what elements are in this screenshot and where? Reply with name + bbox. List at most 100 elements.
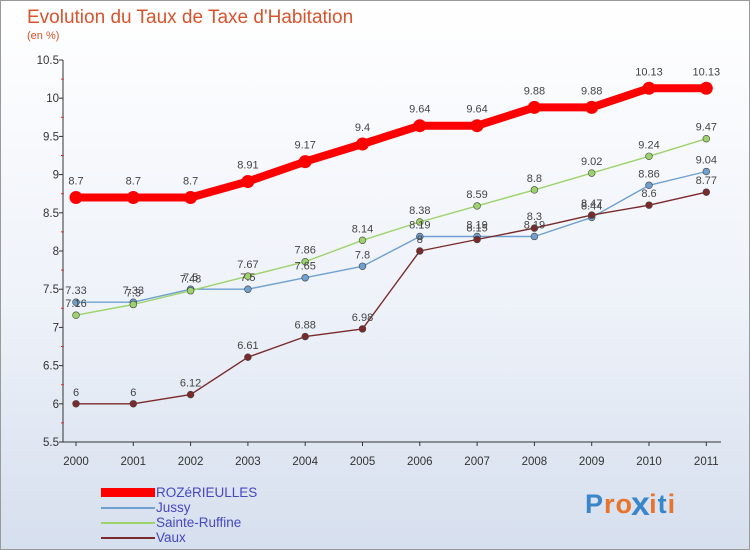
legend-label: Jussy [156,500,191,515]
data-point [241,174,255,188]
legend: ROZéRIEULLES Jussy Sainte-Ruffine Vaux [101,485,301,545]
data-label: 9.64 [409,104,430,116]
data-label: 8.38 [409,205,430,217]
legend-swatch [101,536,155,539]
data-point [301,332,309,341]
y-tick-label: 7 [53,322,59,334]
data-label: 7.33 [65,285,86,297]
data-label: 7.86 [294,245,315,257]
x-tick-label: 2006 [407,456,433,468]
data-point [69,191,83,205]
data-label: 8.15 [466,223,487,235]
data-point [244,272,252,280]
data-label: 8.91 [237,159,258,171]
data-label: 9.88 [524,85,545,97]
data-label: 9.02 [581,156,602,168]
y-tick-label: 6.5 [43,361,59,373]
series-line [75,170,707,303]
legend-swatch [101,488,155,497]
data-point [186,390,195,399]
data-label: 8.19 [466,219,487,231]
data-label: 8.7 [68,176,83,188]
data-point [129,300,138,309]
data-label: 7.5 [240,272,255,284]
data-point [702,188,710,196]
legend-label: Sainte-Ruffine [156,515,242,530]
data-label: 9.17 [294,140,315,152]
data-label: 8.6 [641,188,656,200]
data-label: 9.4 [355,122,370,134]
legend-swatch [101,506,155,509]
data-point [301,257,309,266]
data-label: 9.64 [466,104,487,116]
data-point [585,100,599,114]
data-point [358,262,367,270]
data-point [126,191,140,205]
data-label: 9.88 [581,85,602,97]
data-point [416,232,424,241]
data-label: 6.88 [294,320,315,332]
data-point [702,167,710,176]
data-label: 7.48 [180,274,201,286]
data-label: 6 [73,387,79,399]
data-label: 7.3 [126,287,141,299]
legend-swatch [101,521,155,524]
data-label: 7.5 [183,272,198,284]
data-point [645,181,653,189]
y-tick-label: 8.5 [43,208,59,220]
legend-item: ROZéRIEULLES [101,485,301,500]
legend-label: Vaux [156,530,186,545]
data-label: 8.7 [183,176,198,188]
data-label: 8.19 [524,219,545,231]
data-point [244,353,252,361]
data-label: 9.47 [696,122,717,134]
data-point [413,119,427,133]
x-tick-label: 2001 [121,456,147,468]
legend-item: Vaux [101,530,301,545]
data-point [184,191,198,205]
data-point [699,81,713,95]
y-tick-label: 9 [53,170,59,182]
x-tick-label: 2008 [522,456,548,468]
series-line [75,138,707,316]
data-point [642,81,656,95]
data-label: 8.14 [352,223,373,235]
data-point [530,186,539,194]
data-label: 8 [417,234,423,246]
data-point [587,169,596,177]
data-point [470,119,484,133]
data-point [530,232,539,241]
data-point [72,311,80,319]
data-point [645,152,653,160]
x-tick-label: 2000 [63,456,89,468]
y-tick-label: 10.5 [37,55,59,67]
data-labels: 7.33 7.33 7.5 7.5 7.65 7.8 8.19 8.19 8.19 8.44 8.8… [65,66,720,399]
x-tick-label: 2007 [464,456,490,468]
data-point [244,285,252,293]
data-label: 8.86 [638,168,659,180]
data-label: 8.77 [696,175,717,187]
x-tick-label: 2009 [579,456,605,468]
data-label: 7.67 [237,259,258,271]
chart-title: Evolution du Taux de Taxe d'Habitation [27,7,354,28]
series-line [75,191,707,405]
logo-letter: t [657,489,668,519]
logo-letter: i [649,489,658,519]
y-tick-label: 5.5 [43,437,59,449]
data-point [702,134,710,143]
x-tick-label: 2003 [235,456,261,468]
data-point [358,236,367,245]
data-label: 6.12 [180,378,201,390]
x-tick-label: 2011 [694,456,719,468]
data-label: 10.13 [693,66,721,78]
data-label: 6.61 [237,340,258,352]
data-point [527,100,541,114]
x-tick-label: 2010 [636,456,662,468]
data-label: 8.19 [409,219,430,231]
series-points [69,81,713,408]
data-point [416,218,424,226]
series-line [72,84,711,202]
data-label: 8.59 [466,189,487,201]
data-label: 8.8 [527,173,542,185]
